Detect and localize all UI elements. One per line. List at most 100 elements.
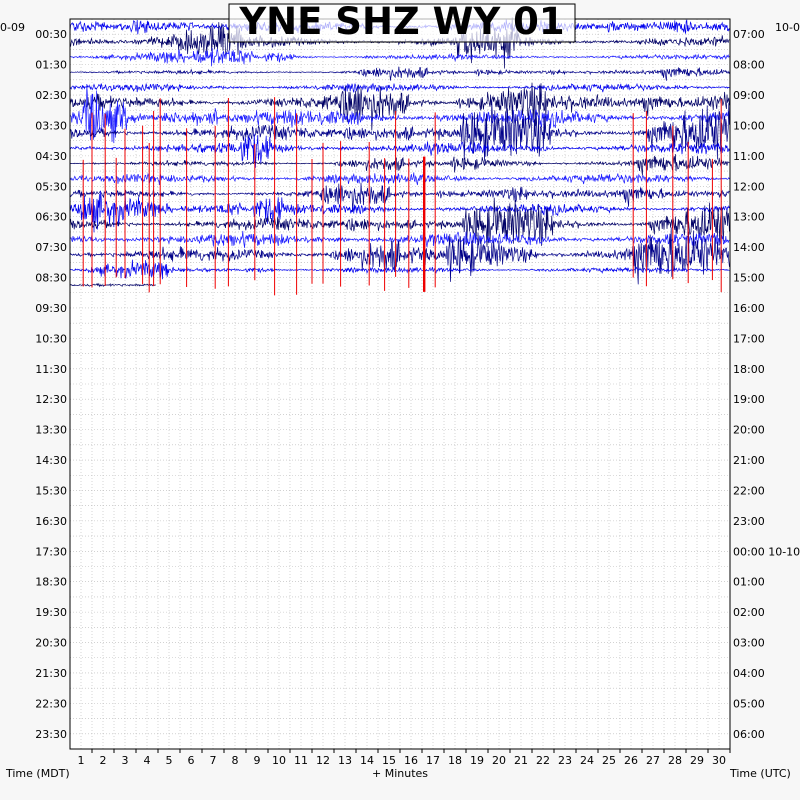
x-tick-label: 26 bbox=[624, 754, 638, 767]
x-tick-label: 6 bbox=[188, 754, 195, 767]
trace-line bbox=[69, 230, 730, 248]
x-tick-label: 21 bbox=[514, 754, 528, 767]
right-tick-label: 08:00 bbox=[733, 59, 765, 72]
left-tick-label: 22:30 bbox=[35, 697, 67, 710]
x-tick-label: 19 bbox=[470, 754, 484, 767]
x-tick-label: 3 bbox=[122, 754, 129, 767]
right-axis-title: Time (UTC) bbox=[729, 767, 791, 780]
left-tick-label: 10:30 bbox=[35, 332, 67, 345]
trace-line bbox=[69, 182, 730, 212]
left-axis-title: Time (MDT) bbox=[5, 767, 70, 780]
left-tick-label: 16:30 bbox=[35, 515, 67, 528]
x-tick-label: 5 bbox=[166, 754, 173, 767]
right-tick-label: 19:00 bbox=[733, 393, 765, 406]
right-tick-label: 09:00 bbox=[733, 89, 765, 102]
title-box bbox=[228, 3, 576, 43]
trace-line bbox=[69, 82, 730, 93]
right-tick-label: 18:00 bbox=[733, 363, 765, 376]
right-tick-label: 20:00 bbox=[733, 424, 765, 437]
right-tick-label: 02:00 bbox=[733, 606, 765, 619]
left-tick-label: 08:30 bbox=[35, 272, 67, 285]
x-tick-label: 10 bbox=[272, 754, 286, 767]
left-tick-label: 00:30 bbox=[35, 28, 67, 41]
trace-line bbox=[69, 154, 730, 176]
left-tick-label: 20:30 bbox=[35, 637, 67, 650]
trace-line bbox=[69, 82, 730, 131]
right-tick-label: 23:00 bbox=[733, 515, 765, 528]
left-tick-label: 04:30 bbox=[35, 150, 67, 163]
x-tick-label: 12 bbox=[316, 754, 330, 767]
right-tick-label: 16:00 bbox=[733, 302, 765, 315]
x-tick-label: 9 bbox=[254, 754, 261, 767]
left-tick-label: 18:30 bbox=[35, 576, 67, 589]
x-tick-label: 24 bbox=[580, 754, 594, 767]
left-tick-label: 07:30 bbox=[35, 241, 67, 254]
trace-line bbox=[69, 100, 730, 162]
right-date-label: 10-0 bbox=[775, 21, 800, 34]
right-tick-label: 07:00 bbox=[733, 28, 765, 41]
left-tick-label: 21:30 bbox=[35, 667, 67, 680]
x-tick-label: 28 bbox=[668, 754, 682, 767]
axis-labels: 1 2 3 4 5 6 7 8 9 10 11 12 13 14 15 16 17 18 19 20 21 22 23 24 2… bbox=[35, 28, 800, 767]
right-tick-label: 15:00 bbox=[733, 272, 765, 285]
x-tick-label: 23 bbox=[558, 754, 572, 767]
right-tick-label: 21:00 bbox=[733, 454, 765, 467]
trace-line bbox=[69, 259, 730, 280]
trace-line bbox=[69, 282, 156, 288]
trace-line bbox=[69, 66, 730, 81]
right-tick-label: 04:00 bbox=[733, 667, 765, 680]
x-tick-label: 13 bbox=[338, 754, 352, 767]
x-tick-label: 27 bbox=[646, 754, 660, 767]
left-tick-label: 17:30 bbox=[35, 545, 67, 558]
x-tick-label: 29 bbox=[690, 754, 704, 767]
x-tick-label: 18 bbox=[448, 754, 462, 767]
x-tick-label: 2 bbox=[100, 754, 107, 767]
x-tick-label: 20 bbox=[492, 754, 506, 767]
x-tick-label: 8 bbox=[232, 754, 239, 767]
right-tick-label: 06:00 bbox=[733, 728, 765, 741]
trace-line bbox=[69, 197, 730, 247]
left-tick-label: 23:30 bbox=[35, 728, 67, 741]
x-tick-label: 15 bbox=[382, 754, 396, 767]
right-tick-label: 17:00 bbox=[733, 332, 765, 345]
x-tick-label: 17 bbox=[426, 754, 440, 767]
left-tick-label: 13:30 bbox=[35, 424, 67, 437]
x-tick-label: 30 bbox=[712, 754, 726, 767]
left-date-label: 0-09 bbox=[0, 21, 25, 34]
trace-line bbox=[69, 227, 730, 285]
x-tick-label: 1 bbox=[78, 754, 85, 767]
left-tick-label: 05:30 bbox=[35, 180, 67, 193]
x-tick-label: 16 bbox=[404, 754, 418, 767]
trace-line bbox=[69, 172, 730, 186]
left-tick-label: 03:30 bbox=[35, 119, 67, 132]
trace-line bbox=[69, 190, 730, 233]
right-tick-label: 14:00 bbox=[733, 241, 765, 254]
right-tick-label: 05:00 bbox=[733, 697, 765, 710]
left-tick-label: 19:30 bbox=[35, 606, 67, 619]
right-tick-label: 01:00 bbox=[733, 576, 765, 589]
x-tick-label: 22 bbox=[536, 754, 550, 767]
left-tick-label: 02:30 bbox=[35, 89, 67, 102]
chart-title: YNE SHZ WY 01 bbox=[238, 0, 564, 43]
seismic-traces bbox=[69, 17, 730, 296]
right-tick-label: 12:00 bbox=[733, 180, 765, 193]
grid-lines bbox=[70, 19, 730, 749]
x-tick-label: 4 bbox=[144, 754, 151, 767]
trace-line bbox=[69, 83, 730, 144]
left-tick-label: 12:30 bbox=[35, 393, 67, 406]
right-tick-label: 10:00 bbox=[733, 119, 765, 132]
left-tick-label: 11:30 bbox=[35, 363, 67, 376]
left-tick-label: 15:30 bbox=[35, 484, 67, 497]
right-tick-label: 22:00 bbox=[733, 484, 765, 497]
x-tick-label: 7 bbox=[210, 754, 217, 767]
right-tick-label: 11:00 bbox=[733, 150, 765, 163]
x-tick-label: 25 bbox=[602, 754, 616, 767]
left-tick-label: 01:30 bbox=[35, 59, 67, 72]
trace-line bbox=[69, 17, 730, 69]
x-axis-title: + Minutes bbox=[372, 767, 428, 780]
right-tick-label: 13:00 bbox=[733, 211, 765, 224]
x-tick-label: 14 bbox=[360, 754, 374, 767]
left-tick-label: 06:30 bbox=[35, 211, 67, 224]
right-tick-label: 00:00 10-10 bbox=[733, 545, 800, 558]
